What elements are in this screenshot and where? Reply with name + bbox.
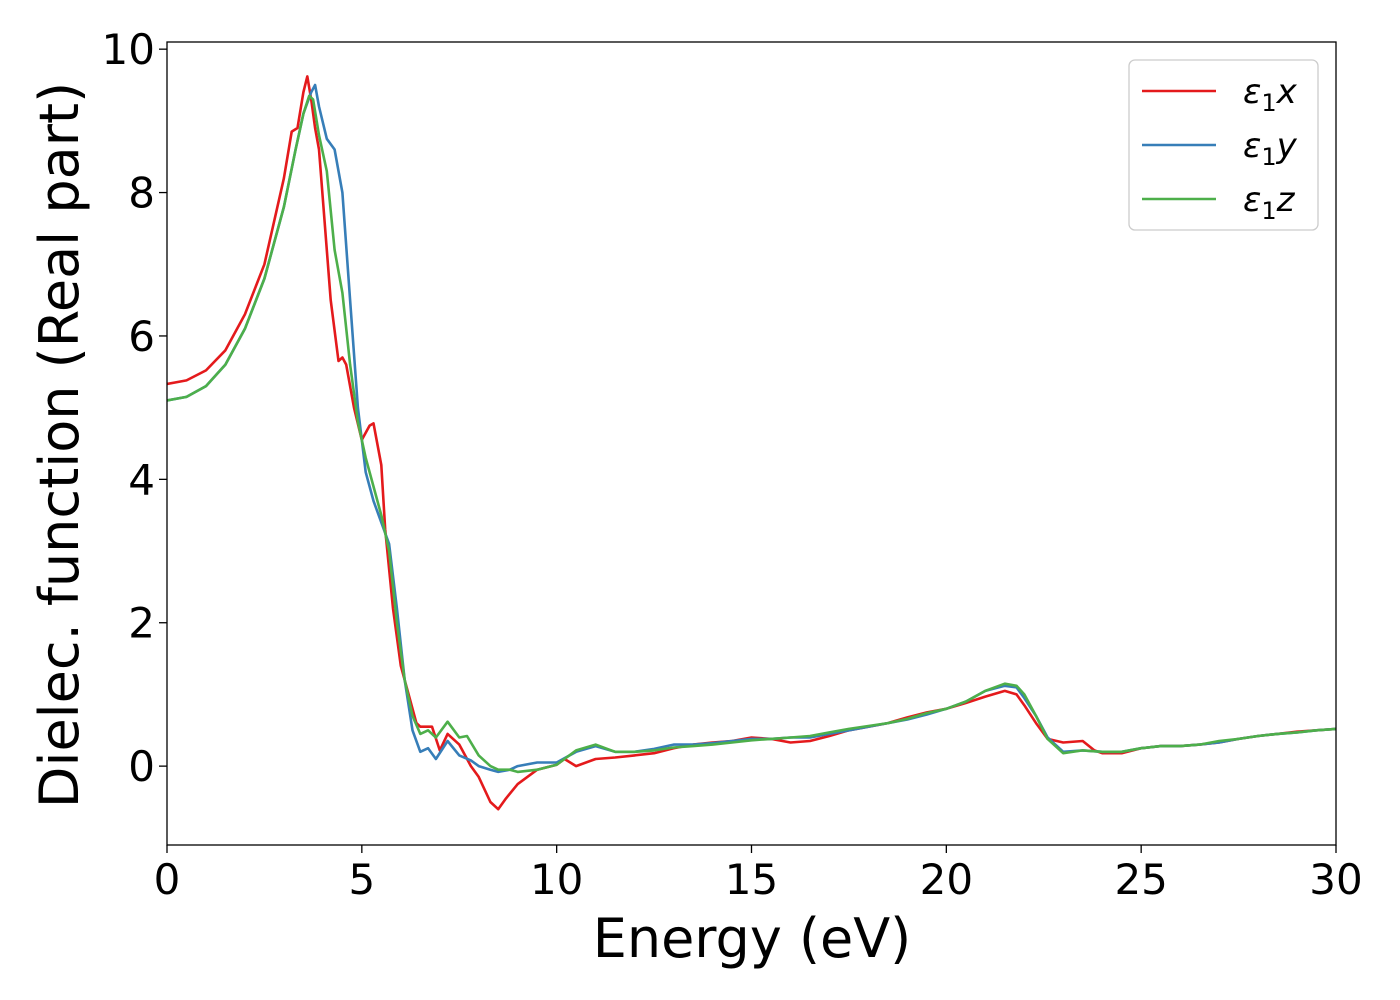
y-tick-label: 2 bbox=[128, 599, 155, 648]
series-line-x bbox=[167, 75, 1336, 811]
y-tick-label: 6 bbox=[128, 312, 155, 361]
x-tick-label: 10 bbox=[530, 855, 583, 904]
y-tick-label: 8 bbox=[128, 169, 155, 218]
legend-label-z: ε1z bbox=[1243, 180, 1296, 225]
x-tick-label: 0 bbox=[154, 855, 181, 904]
legend-label-x: ε1x bbox=[1243, 72, 1298, 117]
axes-layer: 0 5 10 15 20 25 30 0 2 4 6 8 10 bbox=[102, 25, 1363, 904]
y-tick-label: 4 bbox=[128, 455, 155, 504]
legend-label-y: ε1y bbox=[1243, 126, 1298, 171]
x-tick-label: 30 bbox=[1309, 855, 1362, 904]
legend: ε1x ε1y ε1z bbox=[1128, 59, 1319, 231]
series-line-z bbox=[167, 94, 1336, 774]
y-tick-label: 0 bbox=[128, 742, 155, 791]
y-tick-label: 10 bbox=[102, 25, 155, 74]
x-tick-label: 25 bbox=[1114, 855, 1167, 904]
x-axis-label: Energy (eV) bbox=[593, 907, 912, 970]
series-layer bbox=[167, 75, 1336, 811]
x-tick-label: 15 bbox=[725, 855, 778, 904]
legend-box bbox=[1128, 59, 1319, 231]
y-axis-label: Dielec. function (Real part) bbox=[28, 82, 91, 808]
x-tick-label: 20 bbox=[920, 855, 973, 904]
x-tick-label: 5 bbox=[348, 855, 375, 904]
